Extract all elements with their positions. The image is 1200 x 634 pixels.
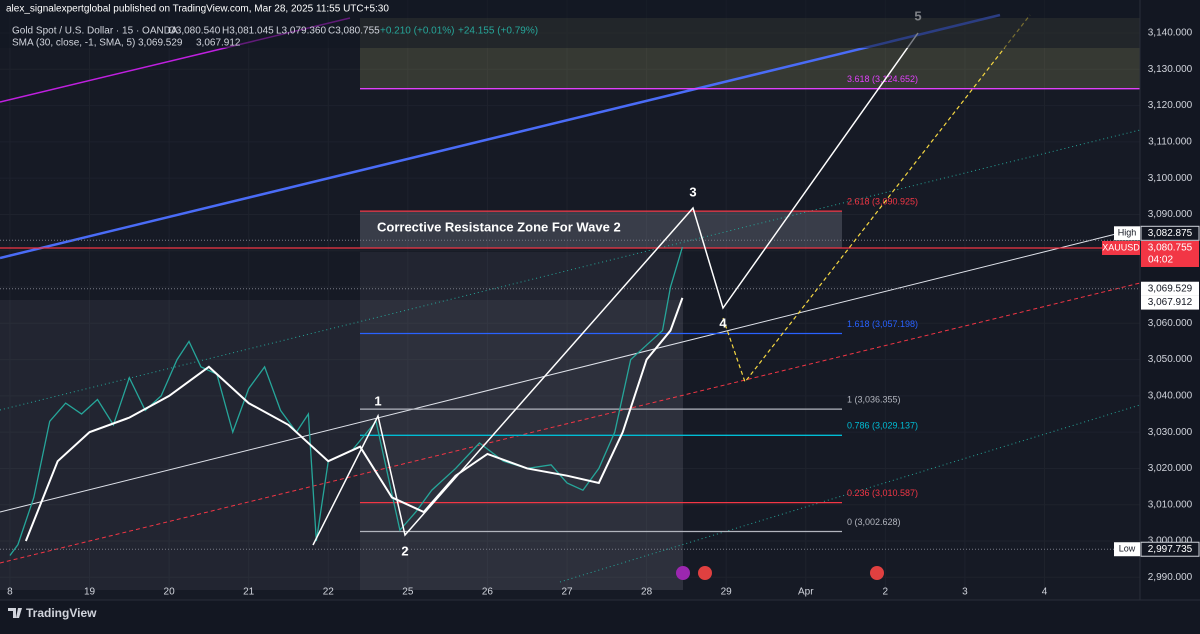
shade (360, 252, 683, 590)
ohlc: L3,079.360 (276, 26, 326, 37)
y-tick-label: 3,040.000 (1148, 391, 1193, 402)
sma-value: 3,067.912 (196, 38, 241, 49)
wave-label: 3 (689, 184, 696, 199)
event-icon[interactable] (676, 566, 690, 580)
wave-path (312, 32, 919, 546)
zone-label: Corrective Resistance Zone For Wave 2 (377, 219, 621, 234)
change: +0.210 (+0.01%) (380, 26, 455, 37)
y-tick-label: 3,140.000 (1148, 28, 1193, 39)
x-tick-label: Apr (798, 587, 814, 598)
alt-wave-path (722, 14, 1031, 384)
plot-bg (0, 0, 1140, 600)
header-bg (0, 0, 1140, 48)
badge-name: XAUUSD (1102, 242, 1140, 252)
y-tick-label: 3,030.000 (1148, 427, 1193, 438)
x-tick-label: 28 (641, 587, 653, 598)
y-tick-label: 3,110.000 (1148, 137, 1192, 148)
y-tick-label: 3,020.000 (1148, 463, 1193, 474)
y-tick-label: 3,000.000 (1148, 536, 1193, 547)
y-tick-label: 2,990.000 (1148, 572, 1193, 583)
price-badge (1140, 541, 1200, 557)
series (9, 246, 684, 556)
axis: 2,990.000 3,000.000 3,010.000 3,020.000 3,03… (7, 28, 1200, 598)
fib-label: 1.618 (3,057.198) (847, 319, 918, 329)
y-tick-label: 3,010.000 (1148, 499, 1193, 510)
x-tick-label: 3 (962, 587, 968, 598)
fib-label: 2.618 (3,090.925) (847, 196, 918, 206)
price-line (9, 246, 684, 556)
change: +24.155 (+0.79%) (458, 26, 538, 37)
publisher: alex_signalexpertglobal published on Tra… (6, 4, 389, 15)
symbol: Gold Spot / U.S. Dollar · 15 · OANDA (12, 26, 178, 37)
y-tick-label: 3,100.000 (1148, 173, 1193, 184)
fib-label: 0.786 (3,029.137) (847, 421, 918, 431)
y-tick-label: 3,090.000 (1148, 209, 1193, 220)
grid (0, 0, 1140, 590)
x-tick-label: 25 (402, 587, 414, 598)
price-badge-label: 3,067.912 (1148, 297, 1193, 308)
x-tick-label: 21 (243, 587, 255, 598)
logo (8, 608, 22, 618)
brand[interactable]: TradingView (26, 606, 97, 620)
badge-name-bg (1114, 226, 1140, 241)
fib: 3.618 (3,124.652) 2.618 (3,090.925) 1.618 … (0, 74, 1140, 550)
trendline (0, 13, 1001, 260)
x-tick-label: 19 (84, 587, 96, 598)
ohlc: H3,081.045 (222, 26, 274, 37)
price-badge-label: 2,997.735 (1148, 544, 1193, 555)
price-line (24, 297, 684, 542)
event-icon[interactable] (698, 566, 712, 580)
x-tick-label: 8 (7, 587, 13, 598)
price-badge-label: 3,069.529 (1148, 283, 1193, 294)
countdown: 04:02 (1148, 255, 1173, 266)
badge-name: High (1118, 228, 1137, 238)
price-badge-label: 3,082.875 (1148, 228, 1193, 239)
x-tick-label: 2 (883, 587, 889, 598)
badge-name-bg (1114, 542, 1140, 557)
x-tick-label: 22 (323, 587, 335, 598)
badge-name: Low (1119, 544, 1136, 554)
wave-label: 4 (719, 315, 727, 330)
price-badge (1140, 225, 1200, 241)
footer-bg (0, 601, 1200, 629)
fib-label: 3.618 (3,124.652) (847, 74, 918, 84)
y-tick-label: 3,120.000 (1148, 100, 1193, 111)
price-badge (1141, 240, 1199, 267)
price-badge (1141, 295, 1199, 310)
price-badge-label: 3,080.755 (1148, 243, 1193, 254)
x-tick-label: 20 (164, 587, 176, 598)
fib-label: 0 (3,002.628) (847, 517, 901, 527)
x-tick-label: 27 (561, 587, 573, 598)
x-tick-label: 29 (721, 587, 733, 598)
fib-label: 1 (3,036.355) (847, 394, 901, 404)
x-tick-label: 26 (482, 587, 494, 598)
fib-label: 0.236 (3,010.587) (847, 488, 918, 498)
ohlc: O3,080.540 (168, 26, 221, 37)
sma-value: 3,069.529 (138, 38, 183, 49)
y-tick-label: 3,060.000 (1148, 318, 1193, 329)
trendline (0, 227, 1141, 513)
y-tick-label: 3,050.000 (1148, 354, 1193, 365)
x-tick-label: 4 (1042, 587, 1048, 598)
event-icon[interactable] (870, 566, 884, 580)
wave-label: 2 (401, 543, 408, 558)
sma-label: SMA (30, close, -1, SMA, 5) (12, 38, 135, 49)
y-tick-label: 3,130.000 (1148, 64, 1193, 75)
badge-name-bg (1102, 240, 1140, 255)
price-badge (1141, 281, 1199, 296)
ohlc: C3,080.755 (328, 26, 380, 37)
wave-label: 1 (374, 393, 381, 408)
resistance-zone (360, 211, 842, 248)
